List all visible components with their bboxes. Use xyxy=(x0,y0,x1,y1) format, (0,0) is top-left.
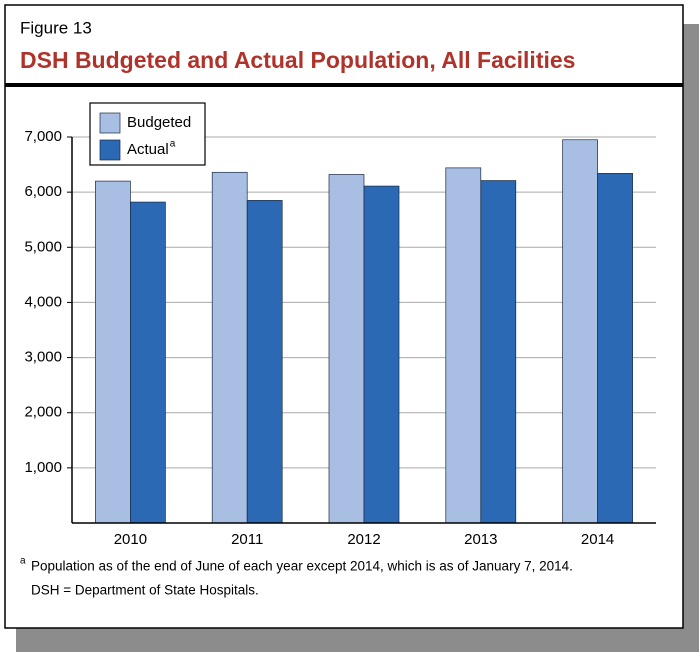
y-tick-label: 5,000 xyxy=(24,238,62,255)
y-tick-label: 7,000 xyxy=(24,128,62,145)
footnote-marker: a xyxy=(170,139,176,150)
y-tick-label: 2,000 xyxy=(24,404,62,421)
bar xyxy=(363,185,400,524)
x-tick-label: 2012 xyxy=(347,531,380,548)
bar xyxy=(95,180,131,524)
y-tick-label: 1,000 xyxy=(24,459,62,476)
chart-title: DSH Budgeted and Actual Population, All … xyxy=(20,47,575,73)
y-tick-label: 3,000 xyxy=(24,349,62,366)
bar xyxy=(562,139,598,524)
bar xyxy=(246,200,283,524)
x-tick-label: 2011 xyxy=(231,531,263,548)
y-tick-label: 6,000 xyxy=(24,183,62,200)
legend-label: Budgeted xyxy=(127,114,191,131)
x-tick-label: 2010 xyxy=(114,531,147,548)
bar xyxy=(211,171,248,524)
footnote: DSH = Department of State Hospitals. xyxy=(31,583,259,598)
footnote: Population as of the end of June of each… xyxy=(31,559,573,574)
bar xyxy=(597,173,633,524)
legend-label: Actual xyxy=(127,141,169,158)
bar xyxy=(480,180,517,524)
bar xyxy=(130,201,166,524)
legend-swatch xyxy=(99,139,121,161)
legend-swatch xyxy=(99,112,121,134)
bar xyxy=(445,167,482,524)
x-tick-label: 2014 xyxy=(581,531,614,548)
y-tick-label: 4,000 xyxy=(24,293,62,310)
x-tick-label: 2013 xyxy=(464,531,497,548)
figure-label: Figure 13 xyxy=(20,18,92,37)
footnote-marker: a xyxy=(20,556,26,567)
bar xyxy=(328,174,365,524)
